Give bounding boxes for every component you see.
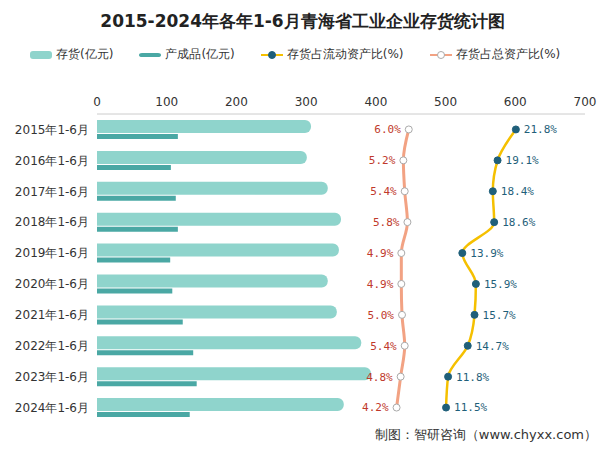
svg-text:19.1%: 19.1% [506, 154, 539, 167]
svg-text:700: 700 [574, 95, 597, 109]
svg-text:2023年1-6月: 2023年1-6月 [15, 370, 89, 384]
svg-text:400: 400 [364, 95, 387, 109]
svg-text:100: 100 [155, 95, 178, 109]
svg-text:6.0%: 6.0% [374, 123, 401, 136]
svg-text:18.6%: 18.6% [502, 216, 535, 229]
svg-text:2020年1-6月: 2020年1-6月 [15, 277, 89, 291]
svg-text:4.2%: 4.2% [362, 401, 389, 414]
svg-text:600: 600 [504, 95, 527, 109]
html-text:存货占流动资产比(%): 存货占流动资产比(%) [286, 47, 404, 61]
html-text:产成品(亿元): 产成品(亿元) [165, 47, 235, 61]
svg-text:500: 500 [434, 95, 457, 109]
html-text:制图：智研咨询（www.chyxx.com）: 制图：智研咨询（www.chyxx.com） [374, 427, 597, 442]
svg-text:21.8%: 21.8% [524, 123, 557, 136]
svg-text:2016年1-6月: 2016年1-6月 [15, 154, 89, 168]
svg-text:11.8%: 11.8% [456, 371, 489, 384]
svg-text:15.9%: 15.9% [484, 278, 517, 291]
svg-text:0: 0 [93, 95, 101, 109]
svg-text:2019年1-6月: 2019年1-6月 [15, 246, 89, 260]
svg-text:2018年1-6月: 2018年1-6月 [15, 215, 89, 229]
svg-text:2021年1-6月: 2021年1-6月 [15, 308, 89, 322]
svg-text:15.7%: 15.7% [483, 309, 516, 322]
svg-text:4.8%: 4.8% [366, 371, 393, 384]
svg-text:5.4%: 5.4% [370, 185, 397, 198]
svg-text:2015年1-6月: 2015年1-6月 [15, 123, 89, 137]
html-text:存货占总资产比(%): 存货占总资产比(%) [455, 47, 561, 61]
svg-text:5.4%: 5.4% [370, 340, 397, 353]
svg-text:300: 300 [295, 95, 318, 109]
svg-text:2017年1-6月: 2017年1-6月 [15, 185, 89, 199]
svg-text:5.8%: 5.8% [373, 216, 400, 229]
svg-text:14.7%: 14.7% [476, 340, 509, 353]
svg-text:5.0%: 5.0% [368, 309, 395, 322]
svg-text:200: 200 [225, 95, 248, 109]
svg-text:2024年1-6月: 2024年1-6月 [15, 401, 89, 415]
svg-text:13.9%: 13.9% [470, 247, 503, 260]
svg-text:5.2%: 5.2% [369, 154, 396, 167]
svg-text:4.9%: 4.9% [367, 278, 394, 291]
svg-text:2022年1-6月: 2022年1-6月 [15, 339, 89, 353]
svg-text:18.4%: 18.4% [501, 185, 534, 198]
html-text:2015-2024年各年1-6月青海省工业企业存货统计图: 2015-2024年各年1-6月青海省工业企业存货统计图 [100, 11, 505, 31]
html-text:存货(亿元): 存货(亿元) [56, 47, 114, 61]
svg-text:4.9%: 4.9% [367, 247, 394, 260]
svg-text:11.5%: 11.5% [454, 401, 487, 414]
